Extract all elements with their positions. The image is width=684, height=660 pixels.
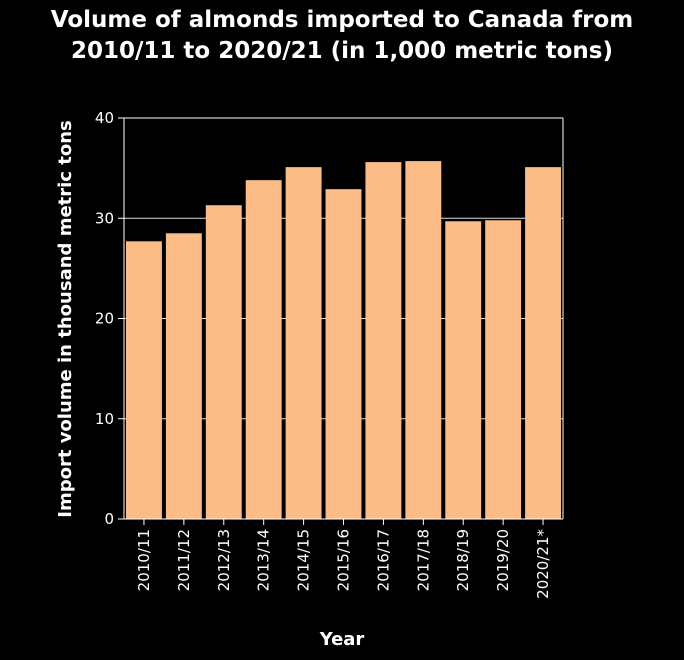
y-tick-label: 0: [104, 510, 114, 528]
bar: [125, 241, 162, 519]
bar: [445, 221, 482, 519]
bar: [485, 220, 522, 519]
bar: [365, 162, 402, 520]
bar: [165, 233, 202, 519]
y-tick-label: 20: [95, 310, 114, 328]
y-axis-title: Import volume in thousand metric tons: [55, 120, 76, 518]
x-tick-label: 2015/16: [335, 529, 353, 591]
bar: [205, 205, 242, 519]
bar: [285, 167, 322, 519]
bar: [405, 161, 442, 520]
x-tick-label: 2012/13: [215, 529, 233, 591]
y-tick-label: 30: [95, 209, 114, 227]
x-axis-title: Year: [319, 629, 365, 650]
x-tick-label: 2018/19: [454, 529, 472, 591]
x-tick-label: 2016/17: [374, 529, 392, 591]
plot-area: 0 10 20 30 40 2010/11 2011/12 2012/13 2013/14 201…: [95, 109, 564, 599]
bar: [525, 167, 562, 519]
x-tick-label: 2013/14: [255, 529, 273, 591]
bar: [245, 180, 282, 519]
x-tick-label: 2010/11: [135, 529, 153, 591]
y-tick-label: 10: [95, 410, 114, 428]
x-tick-label: 2014/15: [295, 529, 313, 591]
x-tick-label: 2020/21*: [534, 529, 552, 599]
bar: [325, 189, 362, 520]
chart-title-line-2: 2010/11 to 2020/21 (in 1,000 metric tons…: [71, 38, 613, 64]
x-tick-label: 2017/18: [414, 529, 432, 591]
x-tick-label: 2019/20: [494, 529, 512, 591]
x-tick-label: 2011/12: [175, 529, 193, 591]
chart-title-line-1: Volume of almonds imported to Canada fro…: [51, 7, 633, 33]
y-tick-label: 40: [95, 109, 114, 127]
